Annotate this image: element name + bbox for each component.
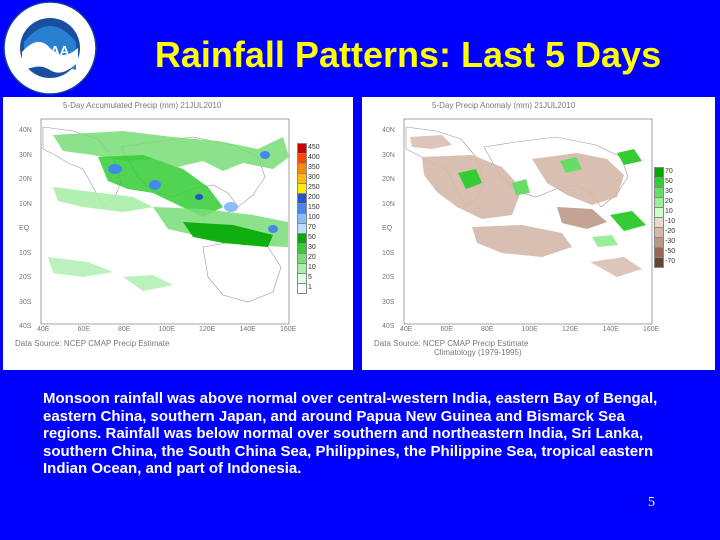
legend-swatch [297, 283, 307, 294]
lat-tick-label: 30N [19, 151, 32, 159]
noaa-logo: NOAA [2, 0, 98, 96]
lon-tick-label: 160E [280, 326, 297, 333]
legend-label: 1 [308, 284, 312, 291]
lat-tick-label: 10N [19, 200, 32, 208]
lat-tick-label: EQ [19, 225, 30, 232]
legend-label: 20 [308, 254, 316, 261]
legend-label: 30 [665, 188, 673, 195]
accumulated-precip-map: 5-Day Accumulated Precip (mm) 21JUL2010 … [3, 97, 353, 370]
lat-tick-label: 10N [382, 200, 395, 208]
legend-label: -20 [665, 228, 676, 235]
map-legend: 450 400 350 300 250 200 150 100 70 50 30 20 10 5 1 [297, 143, 337, 294]
lon-tick-label: 120E [562, 326, 579, 333]
data-source: Data Source: NCEP CMAP Precip Estimate [15, 339, 170, 348]
precip-anomaly-map: 5-Day Precip Anomaly (mm) 21JUL2010 40N 3… [362, 97, 715, 370]
lat-tick-label: 40N [382, 127, 395, 134]
lon-tick-label: 160E [643, 326, 660, 333]
lon-tick-label: 100E [521, 326, 538, 333]
slide-title: Rainfall Patterns: Last 5 Days [154, 34, 662, 75]
lon-tick-label: 80E [481, 326, 494, 333]
legend-label: 200 [308, 194, 320, 201]
lat-tick-label: 40S [19, 323, 32, 330]
legend-label: 300 [308, 174, 320, 181]
legend-label: 450 [308, 144, 320, 151]
lat-tick-label: 20N [382, 176, 395, 183]
legend-label: -50 [665, 248, 676, 255]
legend-label: 10 [665, 208, 673, 215]
lon-tick-label: 40E [37, 326, 50, 333]
lat-tick-label: 20N [19, 176, 32, 183]
lat-tick-label: EQ [382, 225, 393, 232]
lon-tick-label: 80E [118, 326, 131, 333]
lat-tick-label: 30S [382, 298, 395, 306]
lat-tick-label: 40N [19, 127, 32, 134]
legend-label: 50 [665, 178, 673, 185]
lat-tick-label: 10S [382, 249, 395, 257]
anomaly-map-graphic [403, 118, 653, 325]
lon-tick-label: 120E [199, 326, 216, 333]
precip-map-graphic [40, 118, 290, 325]
legend-label: 70 [308, 224, 316, 231]
map-legend: 70 50 30 20 10 -10 -20 -30 -50 -70 [654, 167, 704, 277]
lat-tick-label: 20S [19, 274, 32, 281]
legend-label: 30 [308, 244, 316, 251]
legend-label: -70 [665, 258, 676, 265]
legend-label: 400 [308, 154, 320, 161]
climatology-note: Climatology (1979-1995) [434, 348, 522, 357]
lon-tick-label: 40E [400, 326, 413, 333]
legend-label: -30 [665, 238, 676, 245]
logo-text: NOAA [31, 43, 70, 58]
lon-tick-label: 140E [239, 326, 256, 333]
lon-tick-label: 100E [158, 326, 175, 333]
page-number: 5 [648, 495, 655, 510]
legend-label: 100 [308, 214, 320, 221]
lat-tick-label: 20S [382, 274, 395, 281]
lat-tick-label: 40S [382, 323, 395, 330]
lat-tick-label: 30S [19, 298, 32, 306]
lon-tick-label: 140E [602, 326, 619, 333]
legend-label: 5 [308, 274, 312, 281]
legend-label: 70 [665, 168, 673, 175]
lat-tick-label: 30N [382, 151, 395, 159]
legend-label: 350 [308, 164, 320, 171]
lon-tick-label: 60E [77, 326, 90, 333]
legend-label: 10 [308, 264, 316, 271]
legend-label: 150 [308, 204, 320, 211]
legend-label: -10 [665, 218, 676, 225]
data-source: Data Source: NCEP CMAP Precip Estimate [374, 339, 529, 348]
legend-label: 20 [665, 198, 673, 205]
map-title: 5-Day Precip Anomaly (mm) 21JUL2010 [432, 101, 576, 110]
lon-tick-label: 60E [440, 326, 453, 333]
lat-tick-label: 10S [19, 249, 32, 257]
legend-swatch [654, 257, 664, 268]
legend-label: 250 [308, 184, 320, 191]
map-title: 5-Day Accumulated Precip (mm) 21JUL2010 [63, 101, 222, 110]
summary-text: Monsoon rainfall was above normal over c… [43, 390, 658, 478]
legend-label: 50 [308, 234, 316, 241]
